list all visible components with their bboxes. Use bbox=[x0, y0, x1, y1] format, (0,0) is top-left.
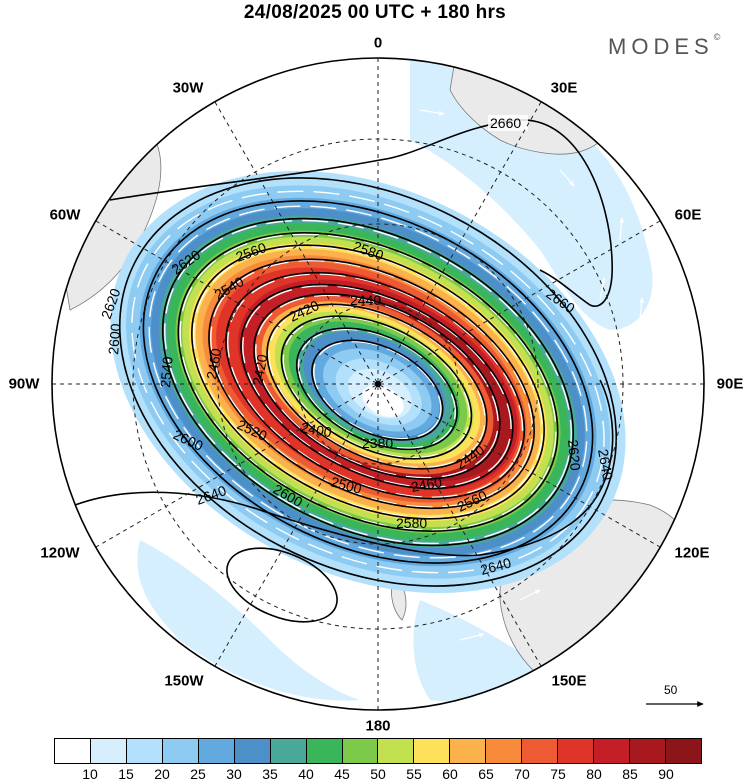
contour-label-2640-s: 2640 bbox=[479, 554, 513, 578]
colorbar-tick-label: 20 bbox=[154, 766, 170, 782]
colorbar-cell bbox=[234, 739, 271, 763]
contour-label-2660: 2660 bbox=[490, 115, 521, 131]
map-border bbox=[51, 57, 705, 711]
colorbar-cell bbox=[198, 739, 235, 763]
colorbar-cell bbox=[162, 739, 199, 763]
colorbar-tick-label: 45 bbox=[334, 766, 350, 782]
contour-label-2440: 2440 bbox=[350, 292, 381, 308]
contour-label-2580-s: 2580 bbox=[396, 515, 427, 531]
colorbar-tick-label: 35 bbox=[262, 766, 278, 782]
contour-2440 bbox=[266, 303, 488, 470]
label-150w: 150W bbox=[164, 672, 204, 690]
contour-2500 bbox=[225, 271, 526, 500]
label-60w: 60W bbox=[49, 206, 81, 224]
contour-labels: 2660 2660 2640 2640 2640 2620 2620 2620 … bbox=[98, 115, 616, 578]
colorbar-cell bbox=[558, 739, 595, 763]
contour-label-2600-w: 2600 bbox=[105, 323, 124, 356]
colorbar-cell bbox=[270, 739, 307, 763]
colorbar-tick-label: 25 bbox=[190, 766, 206, 782]
colorbar-tick-label: 85 bbox=[622, 766, 638, 782]
contour-2600 bbox=[142, 200, 594, 564]
colorbar bbox=[54, 738, 702, 764]
brand-name: MODES bbox=[608, 34, 714, 59]
contour-label-2500: 2500 bbox=[329, 473, 363, 497]
colorbar-tick-label: 30 bbox=[226, 766, 242, 782]
height-contours bbox=[74, 119, 618, 623]
colorbar-cell bbox=[378, 739, 415, 763]
label-30e: 30E bbox=[550, 79, 578, 97]
colorbar-cell bbox=[306, 739, 343, 763]
wind-speed-bands bbox=[110, 171, 626, 593]
contour-label-2460-w: 2460 bbox=[203, 347, 224, 381]
colorbar-cell bbox=[594, 739, 630, 763]
graticule bbox=[52, 58, 704, 710]
pole-marker bbox=[375, 381, 381, 387]
colorbar-cell bbox=[486, 739, 523, 763]
contour-label-2540-w: 2540 bbox=[157, 356, 176, 389]
colorbar-tick-label: 40 bbox=[298, 766, 314, 782]
contour-2660-north bbox=[109, 119, 613, 307]
brand-mark: © bbox=[713, 31, 721, 42]
contour-label-2620-e: 2620 bbox=[565, 439, 584, 472]
colorbar-cell bbox=[342, 739, 379, 763]
colorbar-tick-label: 70 bbox=[514, 766, 530, 782]
contour-label-2420-w: 2420 bbox=[249, 353, 270, 387]
map-field: 2660 2660 2640 2640 2640 2620 2620 2620 … bbox=[52, 58, 704, 710]
colorbar-tick-label: 65 bbox=[478, 766, 494, 782]
vector-scale-label: 50 bbox=[664, 683, 678, 697]
map-title: 24/08/2025 00 UTC + 180 hrs bbox=[243, 2, 507, 23]
colorbar-tick-label: 15 bbox=[118, 766, 134, 782]
label-90w: 90W bbox=[8, 375, 40, 393]
contour-2640-south bbox=[74, 379, 614, 557]
colorbar-cell bbox=[126, 739, 163, 763]
label-120e: 120E bbox=[674, 544, 710, 562]
modes-logo: MODES© bbox=[608, 31, 721, 60]
colorbar-cell bbox=[665, 739, 701, 763]
contour-2460 bbox=[253, 293, 501, 480]
colorbar-cell bbox=[55, 739, 91, 763]
contour-2520 bbox=[208, 258, 535, 510]
colorbar-cell bbox=[522, 739, 559, 763]
contour-label-2400: 2400 bbox=[299, 419, 333, 440]
colorbar-tick-label: 10 bbox=[82, 766, 98, 782]
contour-2420 bbox=[280, 315, 473, 460]
colorbar-cell bbox=[90, 739, 127, 763]
contour-2580 bbox=[161, 217, 575, 547]
colorbar-tick-label: 90 bbox=[658, 766, 674, 782]
contour-label-2640-e: 2640 bbox=[595, 448, 616, 482]
polar-map: 2660 2660 2640 2640 2640 2620 2620 2620 … bbox=[51, 57, 705, 711]
label-90e: 90E bbox=[716, 375, 744, 393]
colorbar-tick-label: 80 bbox=[586, 766, 602, 782]
label-0: 0 bbox=[373, 34, 383, 52]
colorbar-cell bbox=[414, 739, 451, 763]
label-120w: 120W bbox=[40, 544, 80, 562]
contour-2540 bbox=[191, 244, 545, 520]
colorbar-cell bbox=[450, 739, 487, 763]
label-60e: 60E bbox=[674, 206, 702, 224]
colorbar-tick-label: 60 bbox=[442, 766, 458, 782]
contour-2400 bbox=[295, 327, 458, 451]
label-180: 180 bbox=[365, 717, 391, 735]
colorbar-cell bbox=[630, 739, 666, 763]
label-30w: 30W bbox=[172, 79, 204, 97]
colorbar-tick-label: 50 bbox=[370, 766, 386, 782]
label-150e: 150E bbox=[551, 672, 587, 690]
colorbar-tick-label: 55 bbox=[406, 766, 422, 782]
contour-2560 bbox=[177, 232, 559, 532]
contour-label-2460: 2460 bbox=[410, 474, 444, 495]
contour-2660-closed bbox=[226, 547, 338, 623]
contour-2480 bbox=[240, 283, 514, 490]
colorbar-tick-label: 75 bbox=[550, 766, 566, 782]
